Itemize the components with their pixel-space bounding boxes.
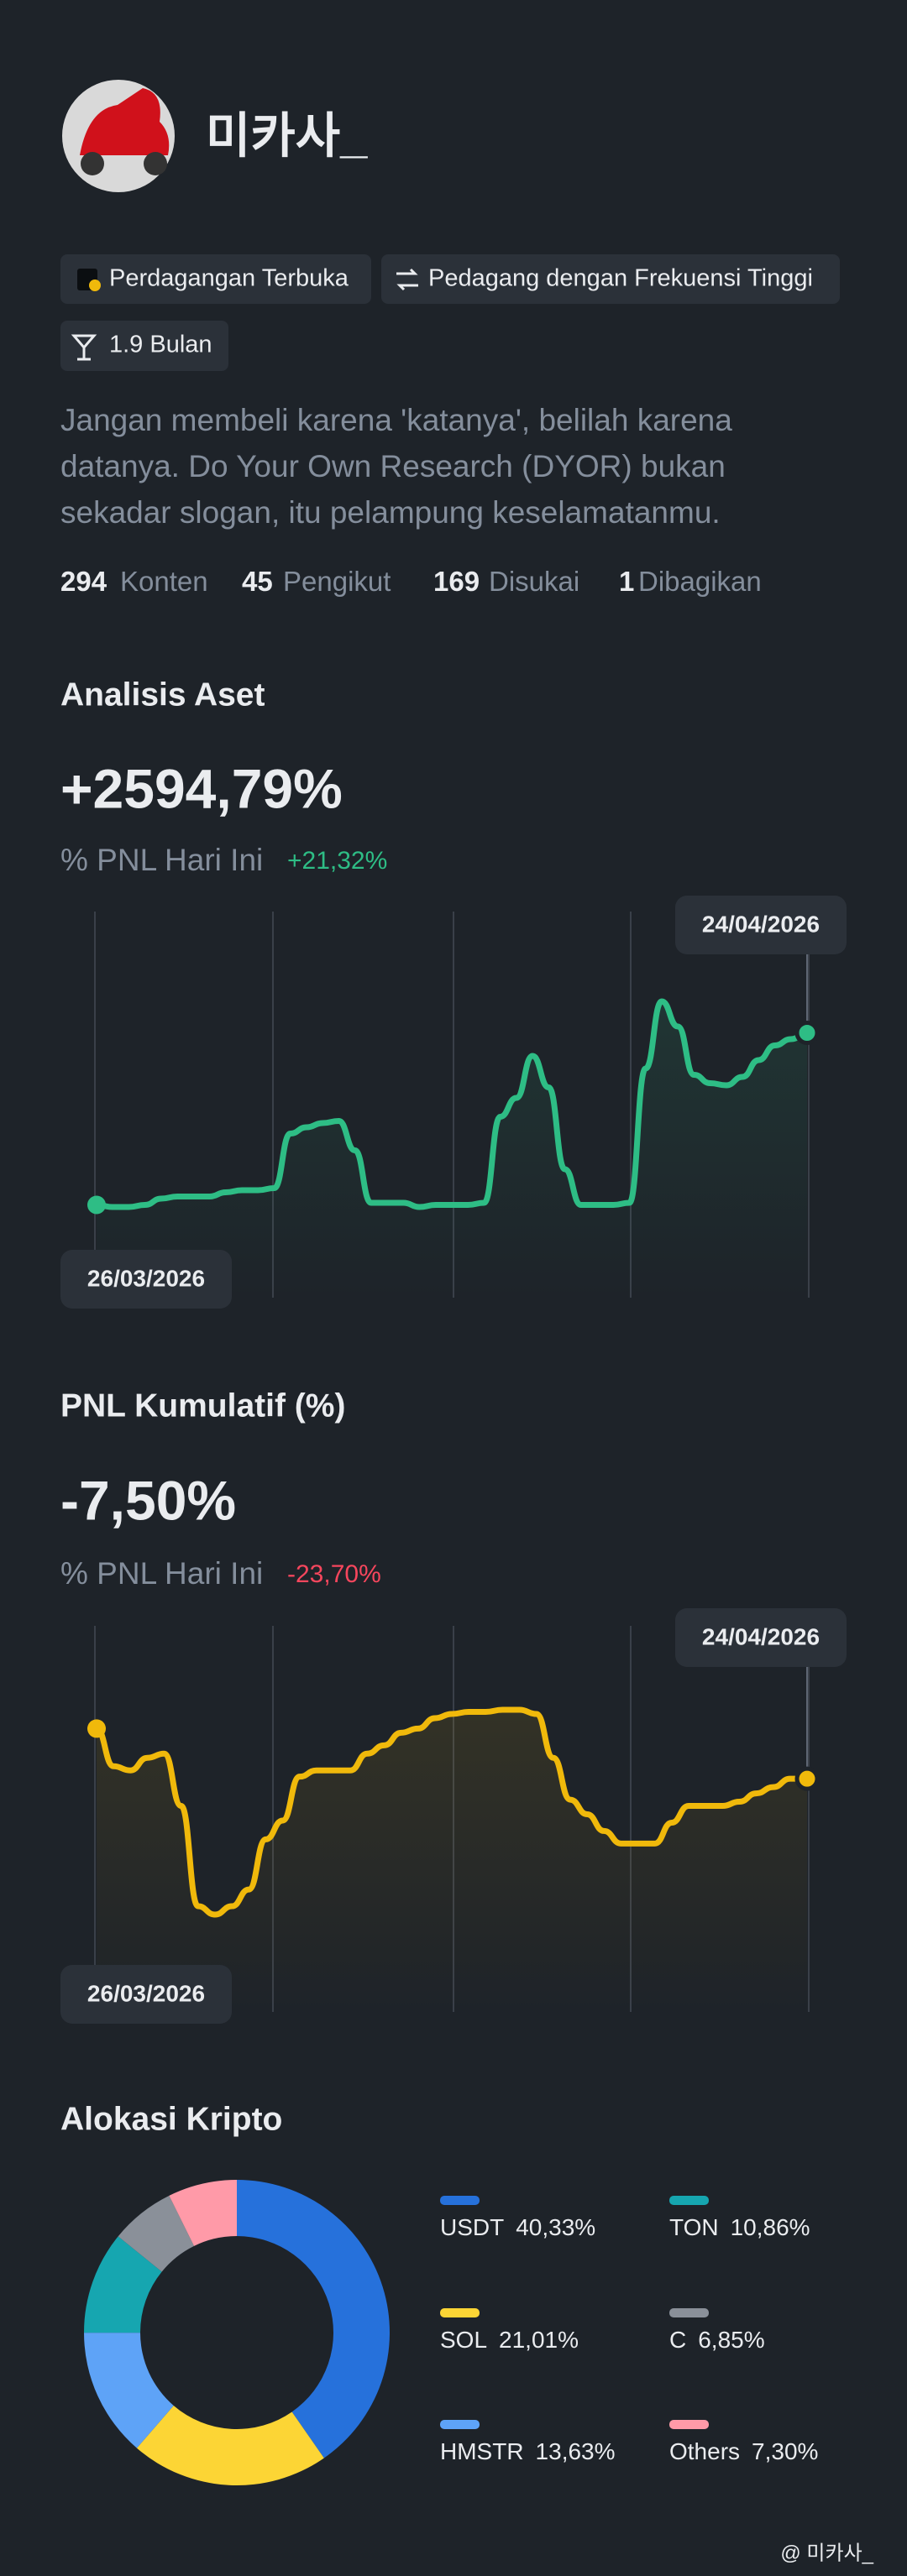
headline-value: -7,50%	[60, 1469, 236, 1531]
tag-icon	[71, 334, 97, 361]
avatar-scooter	[80, 88, 170, 155]
profile-name: 미카사_	[206, 108, 368, 163]
legend-entry: Others 7,30%	[669, 2438, 818, 2464]
legend-label: USDT	[440, 2214, 504, 2240]
subtitle-value: -23,70%	[287, 1560, 381, 1588]
donut-slice	[169, 2180, 237, 2246]
legend-entry: SOL 21,01%	[440, 2327, 579, 2353]
stat-value: 294	[60, 566, 107, 597]
tag: Perdagangan Terbuka	[109, 265, 349, 292]
section-title: PNL Kumulatif (%)	[60, 1387, 345, 1424]
stat-label: Konten	[120, 566, 208, 597]
donut-slice	[84, 2333, 174, 2448]
legend-value: 6,85%	[698, 2327, 764, 2353]
legend-swatch	[440, 2196, 480, 2205]
tag: Pedagang dengan Frekuensi Tinggi	[428, 265, 813, 292]
tag-box	[60, 254, 371, 304]
bio: Jangan membeli karena 'katanya', belilah…	[60, 403, 732, 530]
subtitle: % PNL Hari Ini +21,32%	[60, 843, 387, 877]
donut-slice	[84, 2236, 162, 2333]
date-box	[60, 1250, 232, 1309]
start-point	[87, 1195, 106, 1215]
date-label: 24/04/2026	[702, 911, 820, 937]
end-point	[794, 1766, 820, 1791]
date-box	[675, 1608, 847, 1667]
legend-entry: USDT 40,33%	[440, 2214, 595, 2240]
legend-label: SOL	[440, 2327, 487, 2353]
legend-swatch	[440, 2420, 480, 2429]
avatar[interactable]	[62, 80, 175, 192]
subtitle: % PNL Hari Ini -23,70%	[60, 1556, 381, 1591]
section-title: Analisis Aset	[60, 677, 265, 713]
tag-icon-badge	[89, 280, 101, 291]
donut-slice	[237, 2180, 390, 2458]
watermark: @ 미카사_	[780, 2542, 873, 2564]
line-area	[97, 1710, 807, 2012]
legend-swatch	[669, 2308, 709, 2317]
legend-value: 13,63%	[536, 2438, 616, 2464]
legend-value: 7,30%	[752, 2438, 818, 2464]
tag-icon	[396, 268, 418, 291]
date-box	[675, 896, 847, 954]
date-label: 26/03/2026	[87, 1980, 205, 2006]
legend-swatch	[669, 2420, 709, 2429]
line-area	[97, 1001, 807, 1298]
legend-swatch	[669, 2196, 709, 2205]
stat-value: 45	[242, 566, 273, 597]
avatar-wheel	[144, 152, 167, 175]
donut-slice	[136, 2405, 324, 2485]
stats: 294 Konten 45 Pengikut 169 Disukai 1 Dibagik…	[60, 566, 762, 597]
tag: 1.9 Bulan	[109, 332, 212, 358]
headline-value: +2594,79%	[60, 757, 343, 819]
legend-label: Others	[669, 2438, 740, 2464]
date-box	[60, 1965, 232, 2024]
legend-label: C	[669, 2327, 686, 2353]
legend-label: TON	[669, 2214, 719, 2240]
stat-label: Disukai	[489, 566, 579, 597]
section-title: Alokasi Kripto	[60, 2101, 282, 2137]
legend-swatch	[440, 2308, 480, 2317]
avatar-wheel	[81, 152, 104, 175]
legend-entry: C 6,85%	[669, 2327, 765, 2353]
subtitle-value: +21,32%	[287, 847, 387, 875]
date-label: 26/03/2026	[87, 1265, 205, 1291]
line-series	[95, 1706, 807, 1918]
stat-label: Dibagikan	[638, 566, 762, 597]
end-point	[794, 1021, 820, 1045]
date-label: 24/04/2026	[702, 1623, 820, 1649]
subtitle-label: % PNL Hari Ini	[60, 1556, 263, 1591]
legend-value: 40,33%	[516, 2214, 595, 2240]
stat-label: Pengikut	[283, 566, 391, 597]
line-series	[96, 998, 808, 1210]
stat-value: 1	[619, 566, 634, 597]
legend-entry: HMSTR 13,63%	[440, 2438, 616, 2464]
donut-slice	[118, 2195, 195, 2272]
stat-value: 169	[433, 566, 480, 597]
legend-value: 21,01%	[499, 2327, 579, 2353]
legend-entry: TON 10,86%	[669, 2214, 810, 2240]
tag-box	[60, 321, 228, 371]
tag-box	[381, 254, 840, 304]
start-point	[87, 1719, 106, 1738]
subtitle-label: % PNL Hari Ini	[60, 843, 263, 877]
legend-label: HMSTR	[440, 2438, 524, 2464]
legend-value: 10,86%	[731, 2214, 810, 2240]
